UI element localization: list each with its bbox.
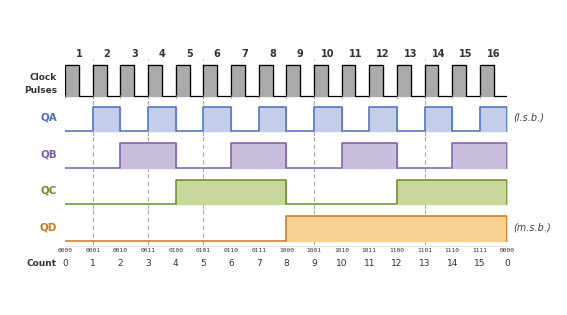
Text: 1100: 1100 xyxy=(390,249,404,254)
Text: 5: 5 xyxy=(186,49,193,59)
Text: QB: QB xyxy=(40,149,57,159)
Text: 8: 8 xyxy=(269,49,276,59)
Text: 3: 3 xyxy=(131,49,138,59)
Text: 14: 14 xyxy=(446,259,458,268)
Text: 0111: 0111 xyxy=(251,249,266,254)
Text: 5: 5 xyxy=(201,259,206,268)
Text: 11: 11 xyxy=(349,49,362,59)
Text: 15: 15 xyxy=(459,49,473,59)
Text: (l.s.b.): (l.s.b.) xyxy=(513,112,544,123)
Text: QD: QD xyxy=(40,222,57,232)
Text: 8: 8 xyxy=(284,259,289,268)
Text: 1110: 1110 xyxy=(445,249,460,254)
Text: QA: QA xyxy=(40,112,57,123)
Text: 1111: 1111 xyxy=(472,249,487,254)
Text: Clock: Clock xyxy=(29,73,57,82)
Text: 13: 13 xyxy=(419,259,430,268)
Text: 1: 1 xyxy=(75,49,82,59)
Text: 0000: 0000 xyxy=(500,249,515,254)
Text: 1101: 1101 xyxy=(417,249,432,254)
Text: 13: 13 xyxy=(404,49,417,59)
Text: 7: 7 xyxy=(256,259,261,268)
Text: 10: 10 xyxy=(321,49,335,59)
Text: 0000: 0000 xyxy=(58,249,73,254)
Text: 9: 9 xyxy=(311,259,317,268)
Text: 2: 2 xyxy=(103,49,110,59)
Text: 6: 6 xyxy=(214,49,221,59)
Text: 1000: 1000 xyxy=(279,249,294,254)
Text: 1010: 1010 xyxy=(334,249,349,254)
Text: 16: 16 xyxy=(487,49,501,59)
Text: 0010: 0010 xyxy=(113,249,128,254)
Text: 14: 14 xyxy=(431,49,445,59)
Text: 11: 11 xyxy=(363,259,375,268)
Text: 0: 0 xyxy=(62,259,68,268)
Text: 6: 6 xyxy=(228,259,234,268)
Text: 0: 0 xyxy=(505,259,510,268)
Text: 1011: 1011 xyxy=(362,249,376,254)
Text: 12: 12 xyxy=(391,259,403,268)
Text: 9: 9 xyxy=(297,49,303,59)
Text: 1: 1 xyxy=(90,259,96,268)
Text: 0011: 0011 xyxy=(141,249,155,254)
Text: Pulses: Pulses xyxy=(24,86,57,95)
Text: 0110: 0110 xyxy=(223,249,239,254)
Text: QC: QC xyxy=(40,186,57,196)
Text: 0100: 0100 xyxy=(168,249,183,254)
Text: 4: 4 xyxy=(173,259,179,268)
Text: (m.s.b.): (m.s.b.) xyxy=(513,222,551,232)
Text: 12: 12 xyxy=(376,49,390,59)
Text: 10: 10 xyxy=(336,259,348,268)
Text: 0001: 0001 xyxy=(86,249,100,254)
Text: Count: Count xyxy=(27,259,57,268)
Text: 2: 2 xyxy=(118,259,123,268)
Text: 15: 15 xyxy=(474,259,485,268)
Text: 1001: 1001 xyxy=(307,249,321,254)
Text: 4: 4 xyxy=(159,49,166,59)
Text: 7: 7 xyxy=(242,49,248,59)
Text: 3: 3 xyxy=(145,259,151,268)
Text: 0101: 0101 xyxy=(196,249,211,254)
